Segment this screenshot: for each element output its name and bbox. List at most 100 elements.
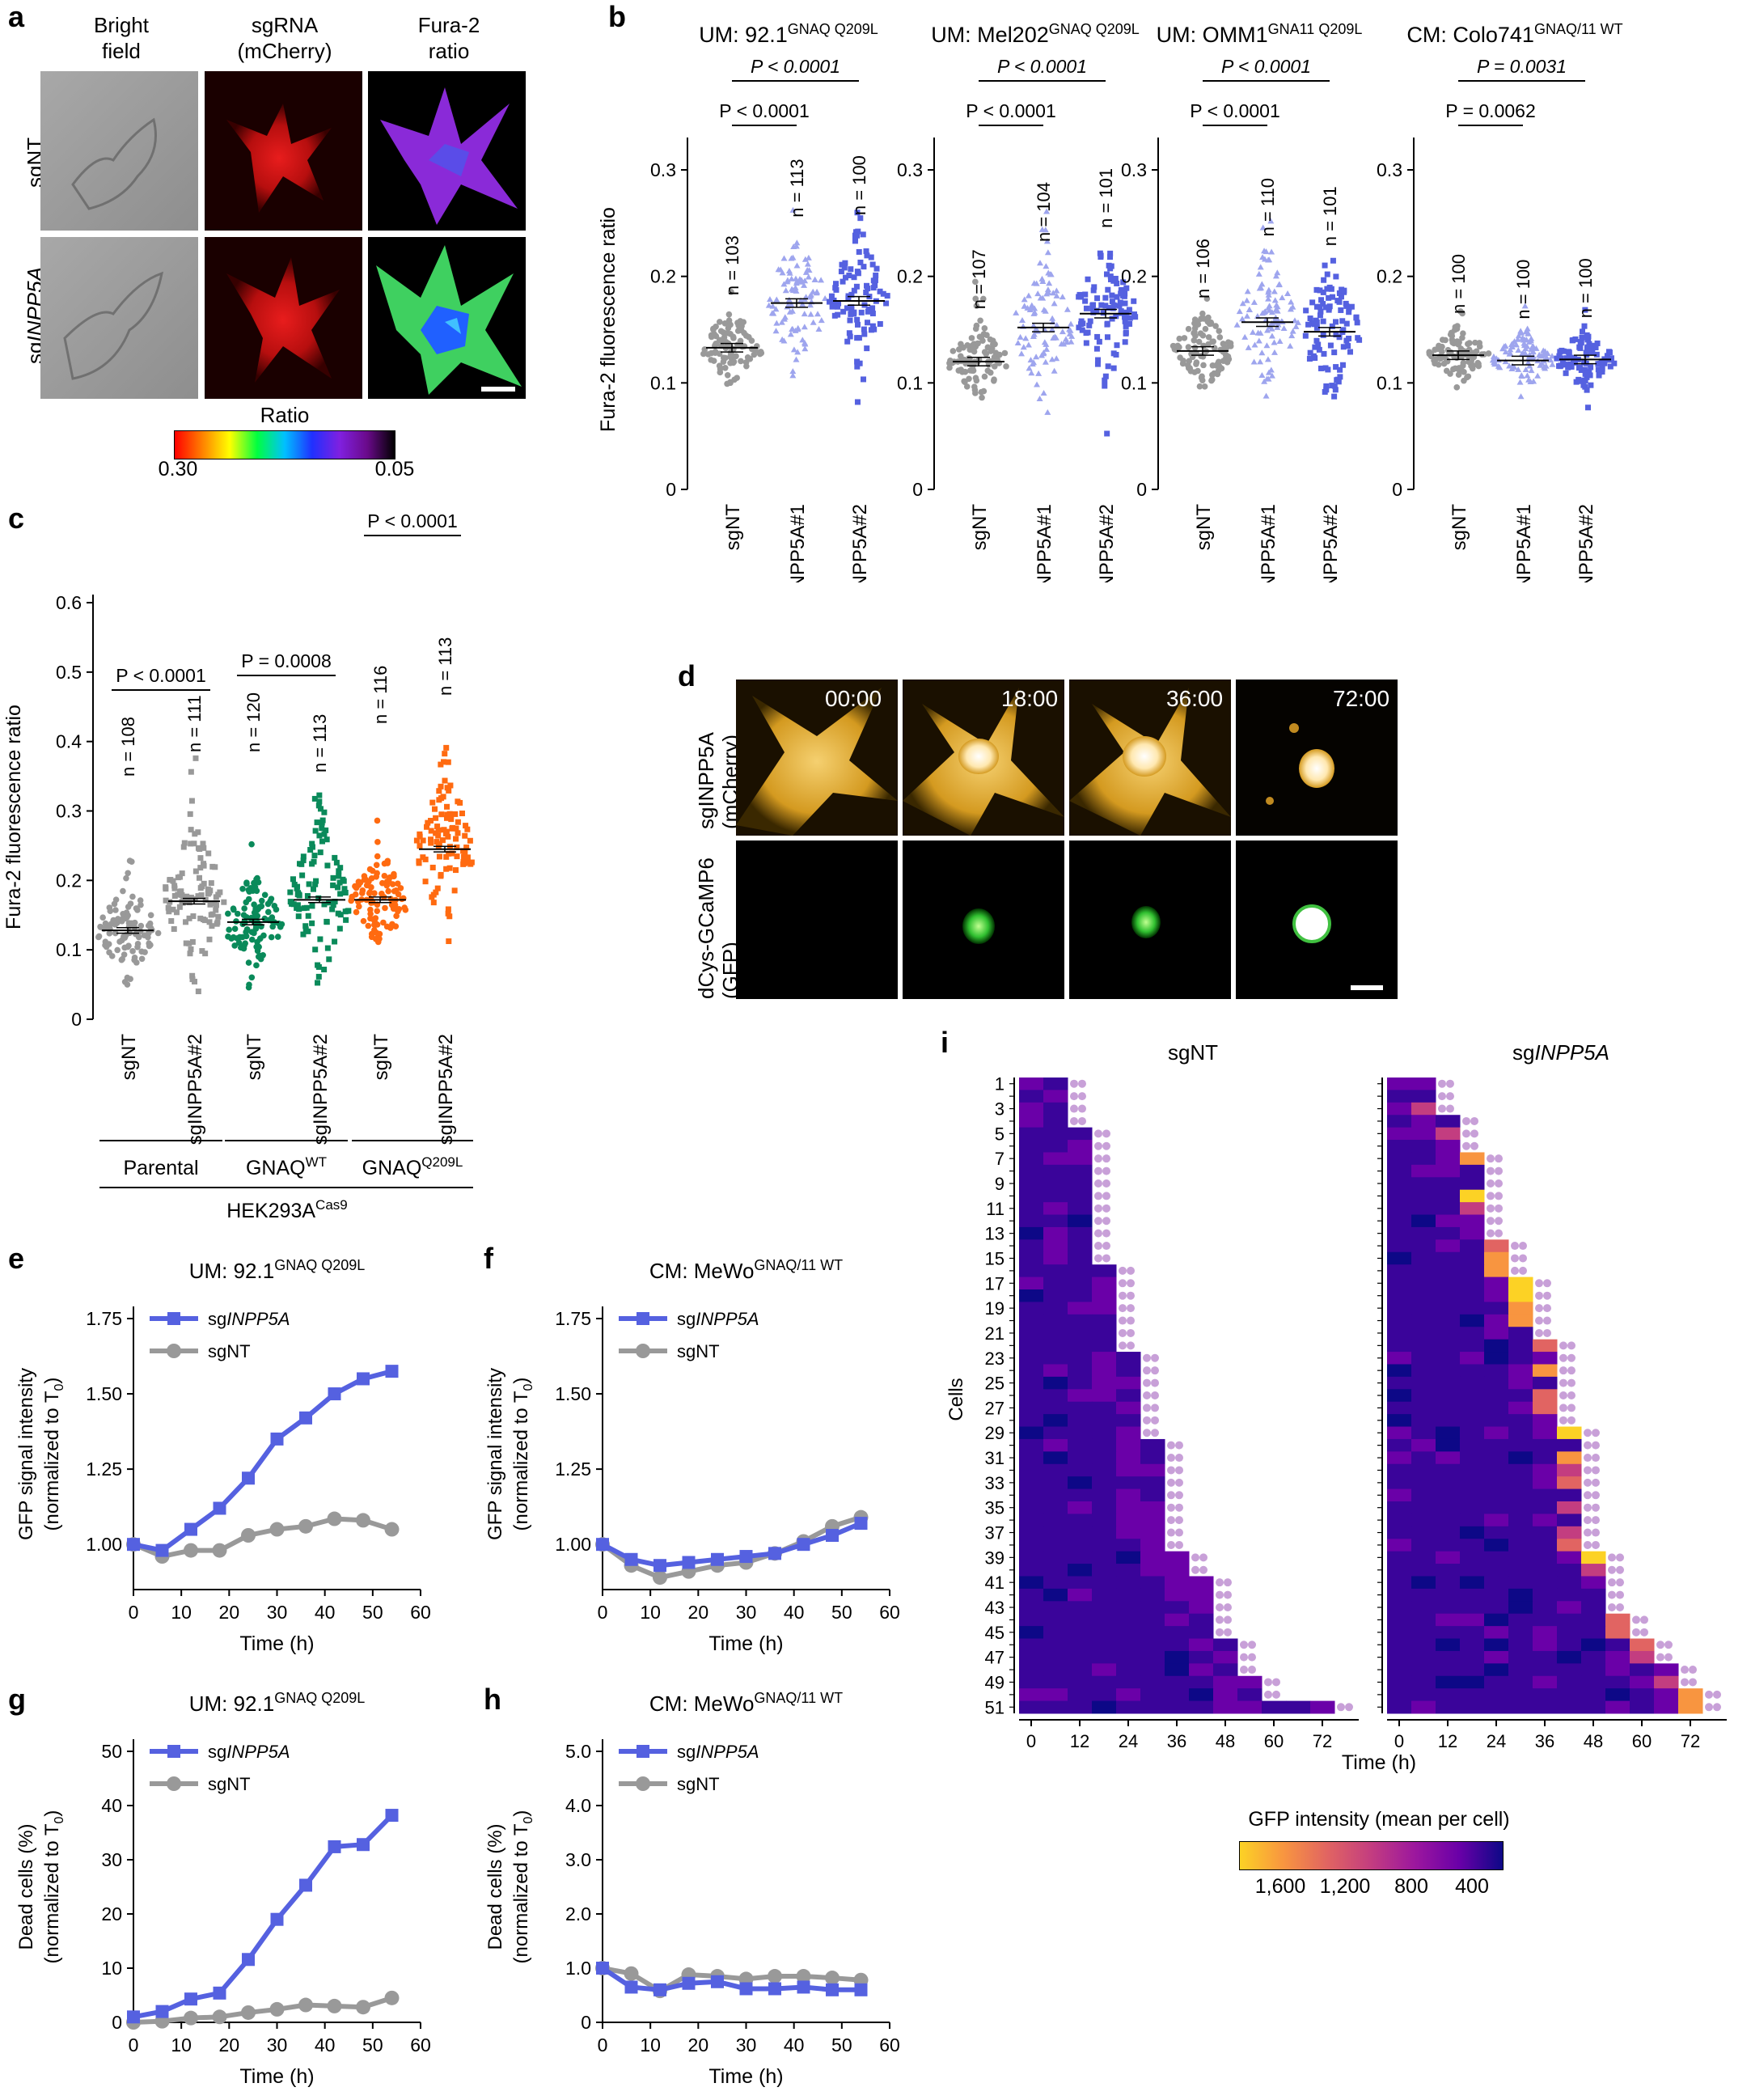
i-ytick-label: 15 xyxy=(985,1248,1004,1268)
heat-cell xyxy=(1019,1463,1044,1477)
heat-cell xyxy=(1436,1514,1461,1527)
death-marker xyxy=(1167,1454,1175,1463)
heat-cell xyxy=(1387,1488,1412,1502)
xtick-label: 50 xyxy=(831,1602,852,1623)
heat-cell xyxy=(1508,1564,1533,1577)
heat-cell xyxy=(1116,1601,1141,1615)
data-point xyxy=(1581,366,1588,373)
data-point xyxy=(321,901,328,908)
heat-cell xyxy=(1019,1164,1044,1178)
data-point xyxy=(1512,341,1520,348)
heat-cell xyxy=(1411,1551,1436,1564)
data-point xyxy=(973,322,980,329)
death-marker xyxy=(1487,1166,1495,1175)
heat-cell xyxy=(1043,1364,1068,1378)
b-group-2-1 xyxy=(1233,218,1301,399)
death-marker xyxy=(1640,1615,1648,1624)
heat-cell xyxy=(1484,1364,1509,1378)
data-point xyxy=(1031,305,1038,311)
data-point xyxy=(1275,282,1283,288)
heat-cell xyxy=(1484,1414,1509,1428)
death-marker xyxy=(1151,1429,1159,1437)
data-point xyxy=(1034,381,1041,387)
data-point xyxy=(199,948,205,955)
data-point xyxy=(1114,280,1120,286)
death-marker xyxy=(1070,1079,1078,1088)
data-point xyxy=(826,1983,839,1996)
data-point xyxy=(1588,382,1594,388)
data-point xyxy=(310,886,316,892)
death-marker xyxy=(1495,1204,1503,1213)
data-point xyxy=(1243,312,1250,319)
data-point xyxy=(226,926,232,934)
heat-cell xyxy=(1019,1638,1044,1652)
i-xtick-label: 60 xyxy=(1264,1731,1284,1751)
data-point xyxy=(1025,292,1032,298)
data-point xyxy=(856,360,863,366)
b-ytick-label: 0 xyxy=(912,479,923,500)
heat-cell xyxy=(1484,1613,1509,1627)
b-title-3: CM: Colo741GNAQ/11 WT xyxy=(1406,21,1622,47)
ytick-label: 40 xyxy=(101,1795,122,1816)
data-point xyxy=(1333,319,1339,325)
data-point xyxy=(1329,323,1335,329)
data-point xyxy=(315,973,322,980)
heat-cell xyxy=(1387,1251,1412,1265)
heat-cell xyxy=(1460,1663,1485,1677)
data-point xyxy=(869,305,876,311)
heat-cell xyxy=(1019,1688,1044,1702)
heat-cell xyxy=(1068,1539,1093,1552)
data-point xyxy=(1024,304,1031,311)
heat-cell xyxy=(1165,1675,1190,1689)
i-ytick-label: 5 xyxy=(995,1124,1004,1144)
data-point xyxy=(432,806,438,812)
data-point xyxy=(125,870,131,877)
data-point xyxy=(248,929,256,936)
data-point xyxy=(1515,366,1522,372)
svg-e-line-0 xyxy=(133,1369,393,1553)
data-point xyxy=(467,837,473,844)
data-point xyxy=(231,942,238,949)
ytick-label: 3.0 xyxy=(565,1849,591,1870)
data-point xyxy=(180,844,187,850)
data-point xyxy=(155,2005,169,2018)
heat-cell xyxy=(1140,1438,1165,1452)
death-marker xyxy=(1216,1590,1224,1599)
heat-cell xyxy=(1436,1688,1461,1702)
heat-cell xyxy=(1678,1688,1703,1702)
gfp-colorbar-tick: 800 xyxy=(1394,1875,1428,1898)
b-p-bottom: P = 0.0062 xyxy=(1445,100,1536,121)
data-point xyxy=(333,859,340,866)
data-point xyxy=(429,864,436,870)
data-point xyxy=(146,920,154,927)
data-point xyxy=(329,906,336,912)
timestamp-1: 18:00 xyxy=(1001,686,1059,711)
xtick-label: 60 xyxy=(410,1602,431,1623)
heat-cell xyxy=(1068,1214,1093,1228)
death-marker xyxy=(1446,1104,1454,1113)
data-point xyxy=(1459,310,1466,317)
data-point xyxy=(299,872,306,879)
heat-cell xyxy=(1140,1626,1165,1640)
heat-cell xyxy=(1411,1364,1436,1378)
legend-marker xyxy=(636,1344,650,1358)
heat-cell xyxy=(1068,1675,1093,1689)
data-point xyxy=(380,919,387,926)
data-point xyxy=(789,368,797,375)
heat-cell xyxy=(1387,1451,1412,1465)
death-marker xyxy=(1167,1540,1175,1549)
heat-cell xyxy=(1460,1451,1485,1465)
heat-cell xyxy=(1411,1588,1436,1602)
data-point xyxy=(1584,332,1590,338)
data-point xyxy=(873,272,879,278)
heat-cell xyxy=(1043,1539,1068,1552)
death-marker xyxy=(1224,1628,1232,1636)
data-point xyxy=(815,325,823,332)
data-point xyxy=(124,913,130,921)
data-point xyxy=(785,296,793,303)
death-marker xyxy=(1102,1192,1110,1200)
data-point xyxy=(209,911,216,917)
data-point xyxy=(1443,367,1450,375)
death-marker xyxy=(1608,1578,1616,1587)
heat-cell xyxy=(1092,1663,1117,1677)
